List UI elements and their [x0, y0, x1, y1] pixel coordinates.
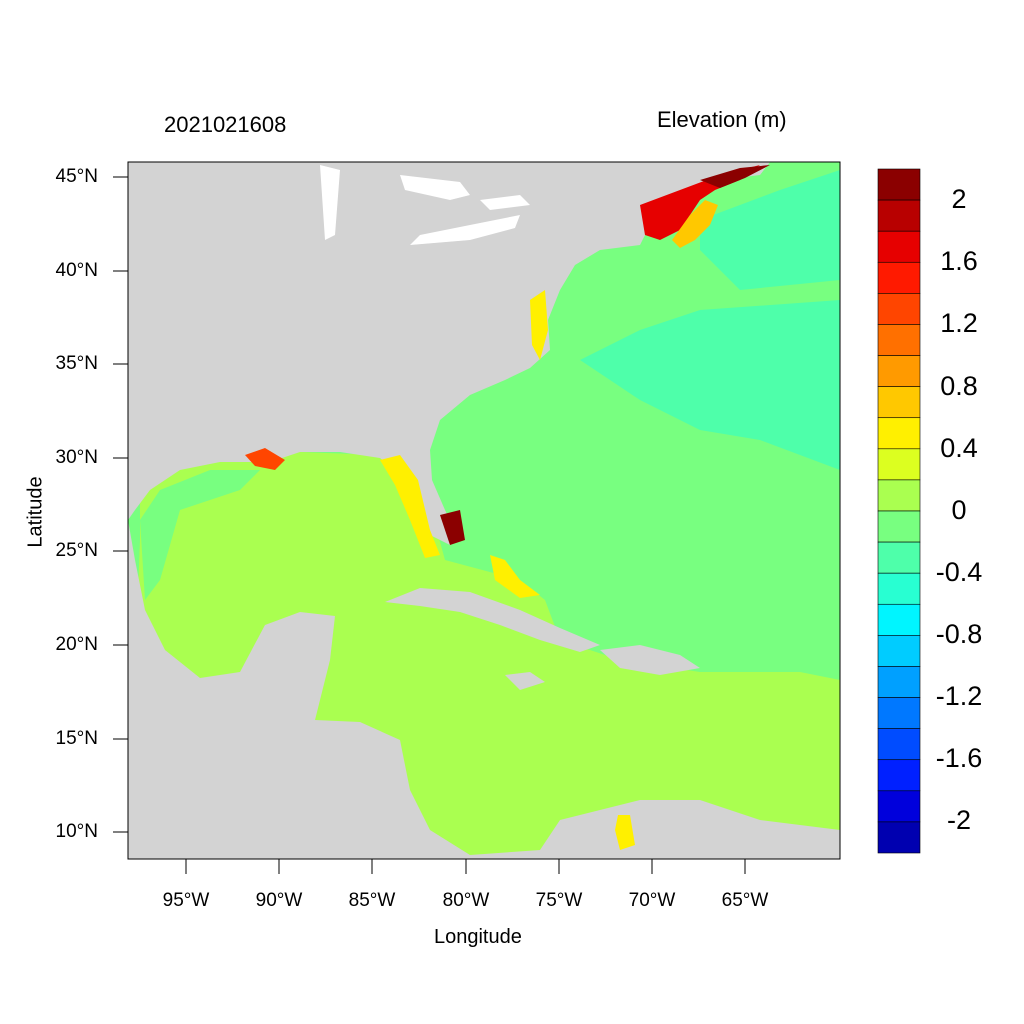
- colorbar-swatch: [877, 261, 921, 294]
- lon-tick-label: 65°W: [721, 890, 769, 911]
- colorbar-swatch: [877, 666, 921, 698]
- x-axis-label: Longitude: [434, 926, 522, 948]
- colorbar-label: 1.6: [940, 246, 978, 276]
- lon-tick-label: 80°W: [442, 890, 490, 911]
- colorbar-swatch: [877, 510, 921, 543]
- timestamp-title: 2021021608: [164, 112, 287, 137]
- lat-tick-label: 35°N: [55, 353, 98, 374]
- lat-tick-label: 45°N: [55, 166, 98, 187]
- colorbar-swatch: [877, 728, 921, 761]
- colorbar-swatch: [877, 386, 921, 419]
- colorbar-label: 2: [951, 184, 967, 214]
- colorbar-swatch: [877, 199, 921, 232]
- north-america-land: [128, 162, 770, 545]
- colorbar-label: 0.4: [940, 433, 978, 463]
- colorbar-swatch: [877, 230, 921, 263]
- colorbar-swatch: [877, 417, 921, 450]
- colorbar-label: -1.6: [935, 743, 983, 773]
- chesapeake-yellow: [530, 290, 548, 360]
- colorbar-swatch: [877, 821, 921, 854]
- lat-tick-label: 25°N: [55, 540, 98, 561]
- maracaibo-yellow: [615, 815, 635, 850]
- variable-title: Elevation (m): [657, 107, 787, 132]
- colorbar-label: -0.8: [935, 619, 983, 649]
- colorbar-swatch: [877, 448, 921, 481]
- map-frame: [127, 161, 841, 860]
- florida-west-yellow: [380, 455, 440, 558]
- colorbar-swatch: [877, 479, 921, 512]
- northeast-band: [700, 170, 840, 290]
- colorbar-swatch: [877, 541, 921, 574]
- florida-surge: [440, 510, 465, 545]
- cuba-land: [385, 588, 600, 652]
- colorbar-label: 0: [951, 495, 967, 525]
- lat-tick-label: 10°N: [55, 821, 98, 842]
- lat-tick-label: 40°N: [55, 260, 98, 281]
- map-panel: [128, 162, 840, 859]
- colorbar-swatch: [877, 603, 921, 636]
- lon-tick-marks: [185, 859, 746, 874]
- colorbar-label: -2: [946, 805, 971, 835]
- colorbar-swatch: [877, 790, 921, 823]
- great-lakes: [320, 165, 530, 245]
- mexico-central-america-land: [128, 520, 840, 859]
- colorbar: [877, 168, 921, 854]
- colorbar-label: 0.8: [940, 371, 978, 401]
- lat-tick-label: 30°N: [55, 447, 98, 468]
- hispaniola-land: [600, 645, 700, 675]
- colorbar-swatch: [877, 697, 921, 729]
- colorbar-swatch: [877, 168, 921, 201]
- lon-tick-label: 95°W: [162, 890, 210, 911]
- lon-tick-label: 90°W: [255, 890, 303, 911]
- atlantic-deep-band: [580, 300, 840, 470]
- colorbar-swatch: [877, 759, 921, 792]
- new-england-surge-core: [700, 165, 770, 188]
- colorbar-label: -1.2: [935, 681, 983, 711]
- bahamas-yellow: [490, 555, 540, 598]
- colorbar-swatch: [877, 635, 921, 667]
- colorbar-swatch: [877, 293, 921, 325]
- lon-tick-label: 75°W: [535, 890, 583, 911]
- colorbar-label: -0.4: [935, 557, 983, 587]
- lat-tick-marks: [113, 176, 128, 833]
- new-england-surge-edge: [672, 200, 718, 248]
- y-axis-label: Latitude: [24, 476, 47, 548]
- louisiana-surge: [245, 448, 285, 470]
- gulf-west-band: [140, 470, 260, 600]
- lat-tick-label: 20°N: [55, 634, 98, 655]
- lon-tick-label: 85°W: [348, 890, 396, 911]
- jamaica-land: [505, 672, 545, 690]
- colorbar-label: 1.2: [940, 308, 978, 338]
- colorbar-swatch: [877, 572, 921, 605]
- colorbar-swatch: [877, 324, 921, 356]
- colorbar-swatch: [877, 355, 921, 387]
- lon-tick-label: 70°W: [628, 890, 676, 911]
- lat-tick-label: 15°N: [55, 728, 98, 749]
